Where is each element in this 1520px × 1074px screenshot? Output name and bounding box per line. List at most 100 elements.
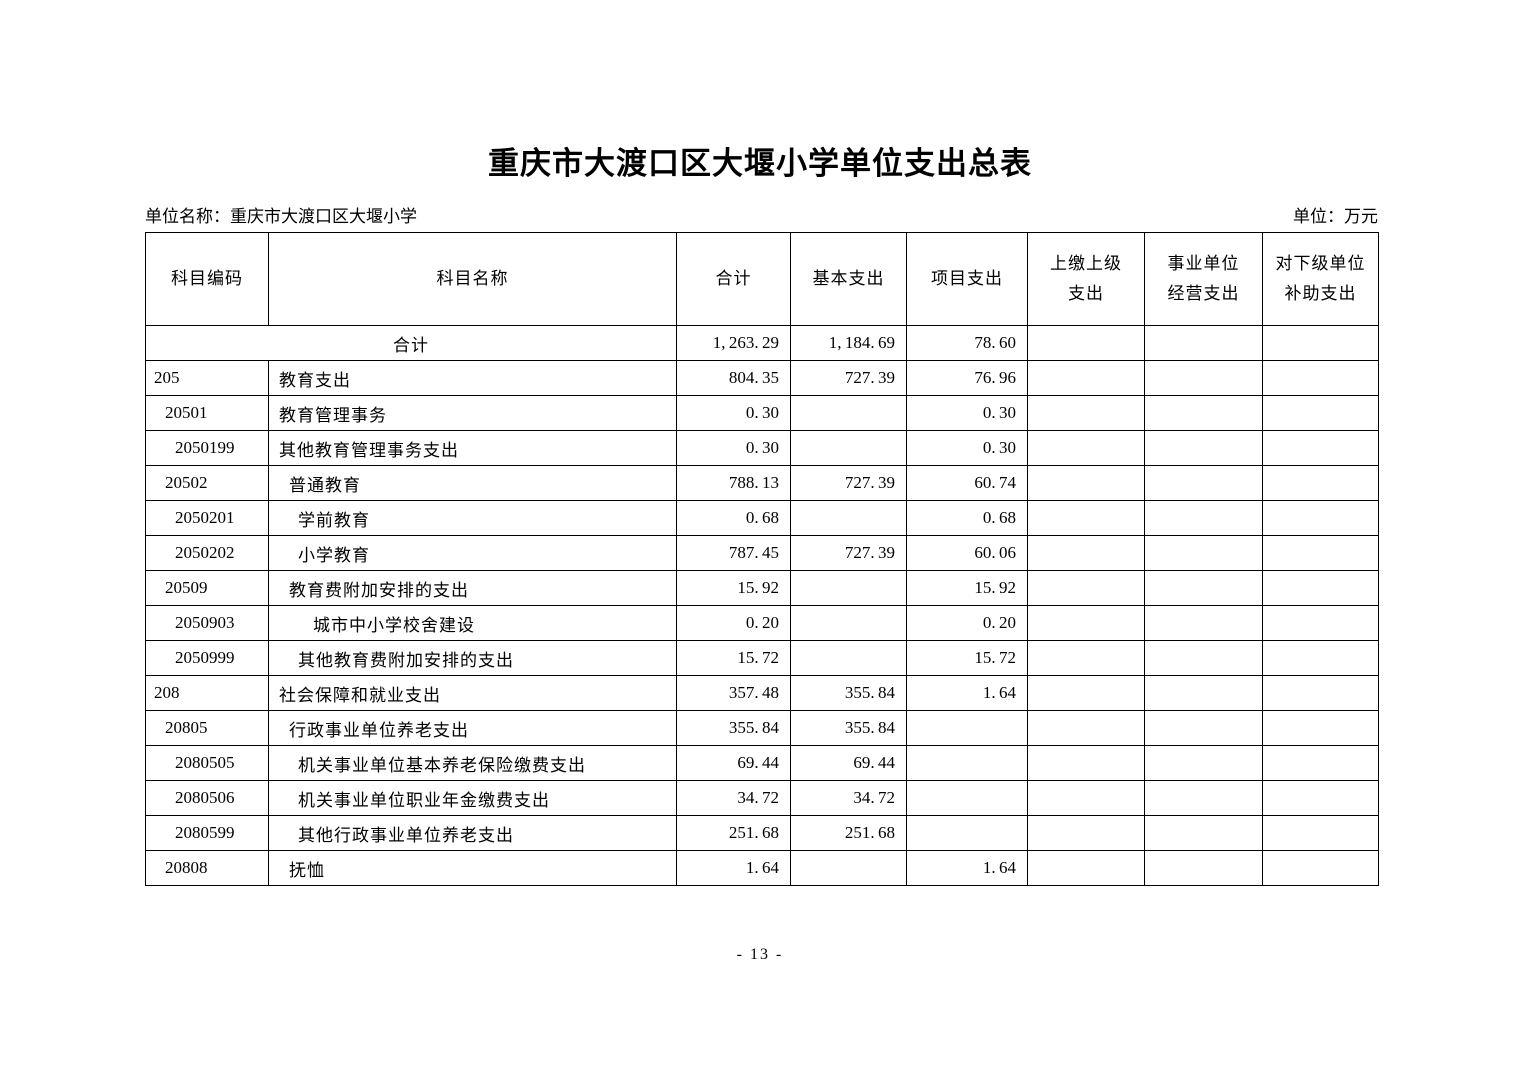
- unit-name-label: 单位名称：重庆市大渡口区大堰小学: [145, 207, 417, 226]
- value-cell: 355. 84: [790, 710, 907, 746]
- name-cell: 城市中小学校舍建设: [268, 605, 677, 641]
- value-cell: 0. 20: [676, 605, 791, 641]
- name-cell: 教育管理事务: [268, 395, 677, 431]
- value-cell: 1, 184. 69: [790, 325, 907, 361]
- name-cell: 机关事业单位基本养老保险缴费支出: [268, 745, 677, 781]
- value-cell: [1027, 570, 1145, 606]
- value-cell: 357. 48: [676, 675, 791, 711]
- name-cell: 教育费附加安排的支出: [268, 570, 677, 606]
- value-cell: [790, 570, 907, 606]
- value-cell: [1262, 605, 1379, 641]
- header-cell: 事业单位 经营支出: [1144, 232, 1263, 326]
- code-cell: 2050903: [145, 605, 269, 641]
- value-cell: [1144, 430, 1263, 466]
- value-cell: [790, 640, 907, 676]
- table-row: 20509 教育费附加安排的支出 15. 92 15. 92: [145, 570, 1379, 606]
- value-cell: [1262, 465, 1379, 501]
- code-cell: 2080505: [145, 745, 269, 781]
- code-cell: 205: [145, 360, 269, 396]
- value-cell: 34. 72: [676, 780, 791, 816]
- value-cell: [906, 780, 1028, 816]
- value-cell: [790, 430, 907, 466]
- table-row: 2050903 城市中小学校舍建设 0. 20 0. 20: [145, 605, 1379, 641]
- value-cell: [1144, 325, 1263, 361]
- meta-row: 单位名称：重庆市大渡口区大堰小学 单位：万元: [145, 206, 1378, 228]
- table-row: 208 社会保障和就业支出 357. 48 355. 84 1. 64: [145, 675, 1379, 711]
- value-cell: 15. 72: [676, 640, 791, 676]
- value-cell: [1027, 605, 1145, 641]
- table-row: 205 教育支出 804. 35 727. 39 76. 96: [145, 360, 1379, 396]
- value-cell: 355. 84: [790, 675, 907, 711]
- code-cell: 2080599: [145, 815, 269, 851]
- value-cell: 0. 20: [906, 605, 1028, 641]
- table-body: 合计 1, 263. 29 1, 184. 69 78. 60 205 教育支出 804. …: [145, 325, 1379, 886]
- name-cell: 其他教育管理事务支出: [268, 430, 677, 466]
- code-cell: 20509: [145, 570, 269, 606]
- name-cell: 学前教育: [268, 500, 677, 536]
- header-cell: 上缴上级 支出: [1027, 232, 1145, 326]
- value-cell: 0. 30: [676, 395, 791, 431]
- value-cell: 0. 68: [676, 500, 791, 536]
- value-cell: [1262, 675, 1379, 711]
- table-row: 2080599 其他行政事业单位养老支出 251. 68 251. 68: [145, 815, 1379, 851]
- name-cell: 教育支出: [268, 360, 677, 396]
- value-cell: [1262, 745, 1379, 781]
- value-cell: 69. 44: [790, 745, 907, 781]
- value-cell: 251. 68: [790, 815, 907, 851]
- name-cell: 其他行政事业单位养老支出: [268, 815, 677, 851]
- header-cell: 项目支出: [906, 232, 1028, 326]
- value-cell: [1144, 850, 1263, 886]
- value-cell: 76. 96: [906, 360, 1028, 396]
- value-cell: [1144, 570, 1263, 606]
- value-cell: [1262, 850, 1379, 886]
- value-cell: [1144, 605, 1263, 641]
- value-cell: 787. 45: [676, 535, 791, 571]
- value-cell: [1144, 395, 1263, 431]
- table-row: 20501 教育管理事务 0. 30 0. 30: [145, 395, 1379, 431]
- total-row: 合计 1, 263. 29 1, 184. 69 78. 60: [145, 325, 1379, 361]
- table-row: 2080506 机关事业单位职业年金缴费支出 34. 72 34. 72: [145, 780, 1379, 816]
- value-cell: [1027, 465, 1145, 501]
- value-cell: [1027, 500, 1145, 536]
- value-cell: 0. 30: [906, 395, 1028, 431]
- code-cell: 2050202: [145, 535, 269, 571]
- value-cell: [1262, 780, 1379, 816]
- value-cell: [1262, 325, 1379, 361]
- value-cell: [1027, 360, 1145, 396]
- value-cell: [1144, 535, 1263, 571]
- name-cell: 其他教育费附加安排的支出: [268, 640, 677, 676]
- name-cell: 行政事业单位养老支出: [268, 710, 677, 746]
- value-cell: 355. 84: [676, 710, 791, 746]
- value-cell: [1144, 780, 1263, 816]
- value-cell: [1027, 850, 1145, 886]
- value-cell: 60. 74: [906, 465, 1028, 501]
- header-cell: 合计: [676, 232, 791, 326]
- value-cell: 1, 263. 29: [676, 325, 791, 361]
- table-row: 2050201 学前教育 0. 68 0. 68: [145, 500, 1379, 536]
- value-cell: [906, 745, 1028, 781]
- unit-label: 单位：万元: [1293, 207, 1378, 226]
- table-row: 20805 行政事业单位养老支出 355. 84 355. 84: [145, 710, 1379, 746]
- value-cell: [1262, 710, 1379, 746]
- value-cell: [1144, 710, 1263, 746]
- value-cell: [1027, 675, 1145, 711]
- table-row: 2050202 小学教育 787. 45 727. 39 60. 06: [145, 535, 1379, 571]
- table-header: 科目编码 科目名称 合计 基本支出 项目支出 上缴上级 支出 事业单位 经营支出 对下级单位 …: [145, 232, 1379, 326]
- value-cell: [1262, 500, 1379, 536]
- value-cell: [1262, 360, 1379, 396]
- value-cell: [790, 850, 907, 886]
- value-cell: [1144, 360, 1263, 396]
- value-cell: [1262, 535, 1379, 571]
- value-cell: [1027, 640, 1145, 676]
- code-cell: 2080506: [145, 780, 269, 816]
- value-cell: [1262, 815, 1379, 851]
- table-row: 2050199 其他教育管理事务支出 0. 30 0. 30: [145, 430, 1379, 466]
- value-cell: [1262, 570, 1379, 606]
- value-cell: [1144, 500, 1263, 536]
- value-cell: 727. 39: [790, 465, 907, 501]
- table-row: 2050999 其他教育费附加安排的支出 15. 72 15. 72: [145, 640, 1379, 676]
- code-cell: 2050201: [145, 500, 269, 536]
- value-cell: 727. 39: [790, 360, 907, 396]
- value-cell: 69. 44: [676, 745, 791, 781]
